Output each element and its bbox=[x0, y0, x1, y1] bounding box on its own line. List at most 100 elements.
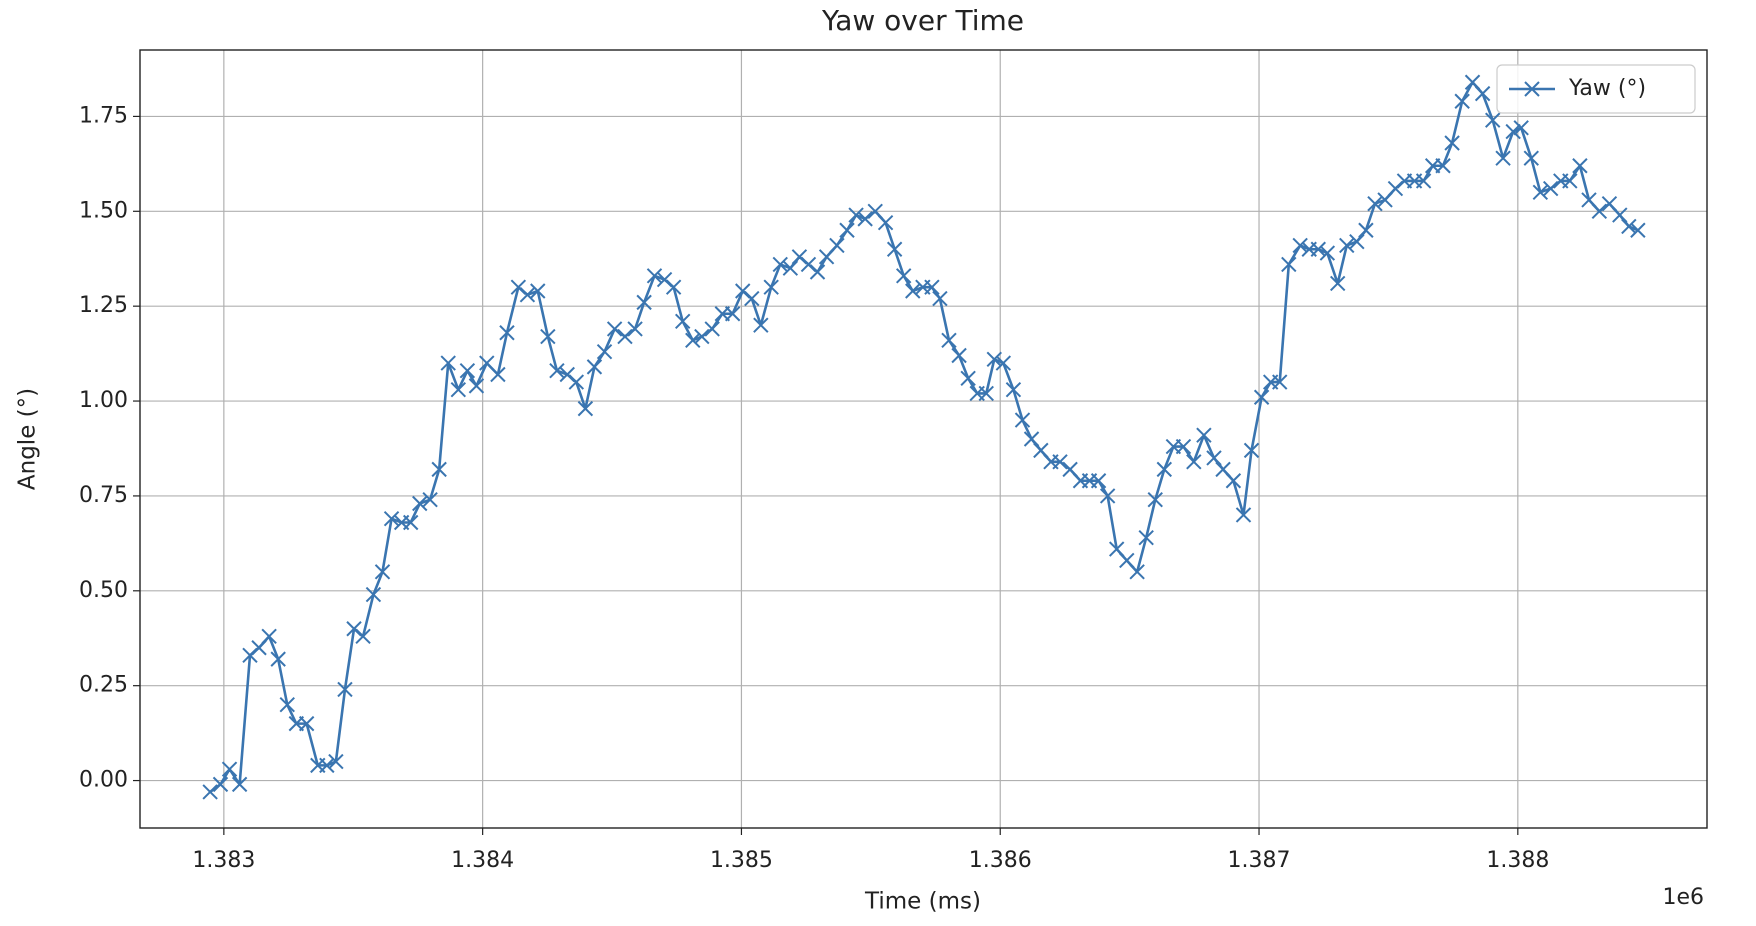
marker-stroke bbox=[479, 355, 495, 371]
marker-stroke bbox=[1591, 203, 1608, 219]
marker-stroke bbox=[1005, 381, 1022, 398]
marker-stroke bbox=[1052, 454, 1068, 470]
data-point bbox=[1349, 233, 1365, 250]
marker-stroke bbox=[1090, 473, 1107, 489]
data-point bbox=[1196, 427, 1212, 443]
data-point bbox=[1454, 93, 1470, 109]
marker-stroke bbox=[1319, 245, 1336, 261]
marker-stroke bbox=[1215, 461, 1231, 478]
marker-stroke bbox=[440, 355, 456, 371]
data-point bbox=[606, 321, 623, 337]
data-point bbox=[877, 214, 894, 231]
marker-stroke bbox=[1523, 150, 1539, 166]
data-point bbox=[1175, 438, 1192, 455]
data-point bbox=[1513, 120, 1529, 136]
marker-stroke bbox=[1292, 237, 1308, 254]
marker-stroke bbox=[941, 332, 957, 349]
marker-stroke bbox=[1367, 195, 1383, 212]
data-point bbox=[459, 362, 476, 379]
marker-stroke bbox=[1310, 241, 1326, 257]
data-point bbox=[540, 328, 556, 345]
marker-stroke bbox=[744, 290, 760, 307]
marker-stroke bbox=[665, 279, 682, 295]
data-point bbox=[1272, 374, 1288, 390]
marker-stroke bbox=[586, 359, 603, 375]
data-point bbox=[674, 313, 691, 330]
data-point bbox=[1147, 492, 1163, 508]
marker-stroke bbox=[656, 271, 673, 288]
data-point bbox=[440, 355, 456, 371]
marker-stroke bbox=[1235, 507, 1252, 523]
data-point bbox=[857, 211, 873, 227]
marker-stroke bbox=[636, 294, 652, 311]
data-point bbox=[261, 628, 277, 645]
data-point bbox=[519, 287, 536, 303]
x-offset-label: 1e6 bbox=[1662, 885, 1704, 910]
y-tick-label: 0.50 bbox=[79, 578, 128, 603]
marker-stroke bbox=[1532, 184, 1549, 201]
data-point bbox=[1387, 180, 1404, 197]
marker-stroke bbox=[568, 374, 585, 390]
marker-stroke bbox=[886, 241, 903, 257]
marker-stroke bbox=[1129, 564, 1145, 580]
data-point bbox=[1572, 158, 1588, 174]
marker-stroke bbox=[1612, 207, 1628, 223]
data-point bbox=[365, 586, 382, 603]
y-axis-label: Angle (°) bbox=[15, 388, 41, 490]
marker-stroke bbox=[499, 325, 515, 341]
marker-stroke bbox=[510, 279, 527, 295]
marker-stroke bbox=[772, 256, 788, 273]
data-point bbox=[1206, 450, 1222, 466]
marker-stroke bbox=[328, 753, 344, 770]
data-point bbox=[932, 290, 948, 307]
marker-stroke bbox=[319, 757, 335, 774]
data-point bbox=[279, 696, 295, 713]
data-point bbox=[665, 279, 682, 295]
marker-stroke bbox=[1033, 442, 1049, 459]
data-point bbox=[1542, 180, 1559, 197]
data-point bbox=[960, 370, 976, 386]
marker-stroke bbox=[1062, 461, 1078, 478]
marker-stroke bbox=[1562, 173, 1578, 189]
marker-stroke bbox=[704, 321, 720, 337]
marker-stroke bbox=[242, 647, 258, 664]
data-point bbox=[270, 651, 286, 667]
marker-stroke bbox=[1464, 74, 1481, 90]
data-point bbox=[490, 366, 506, 383]
chart-title: Yaw over Time bbox=[821, 4, 1024, 37]
marker-stroke bbox=[960, 370, 976, 386]
marker-stroke bbox=[809, 264, 826, 280]
data-point bbox=[886, 241, 903, 257]
data-point bbox=[559, 366, 575, 383]
data-point bbox=[549, 362, 565, 379]
marker-stroke bbox=[1495, 150, 1511, 166]
data-point bbox=[1474, 85, 1491, 102]
data-point bbox=[724, 306, 741, 322]
marker-stroke bbox=[337, 681, 353, 698]
data-point bbox=[1005, 381, 1022, 398]
x-tick-label: 1.385 bbox=[710, 848, 773, 873]
data-point bbox=[212, 776, 229, 793]
marker-stroke bbox=[782, 260, 799, 276]
x-tick-label: 1.383 bbox=[192, 848, 255, 873]
y-tick-label: 1.50 bbox=[79, 198, 128, 223]
marker-stroke bbox=[422, 492, 438, 508]
data-point bbox=[1495, 150, 1511, 166]
marker-stroke bbox=[627, 321, 643, 337]
marker-stroke bbox=[867, 203, 883, 219]
marker-stroke bbox=[1329, 275, 1346, 292]
data-point bbox=[1532, 184, 1549, 201]
marker-stroke bbox=[1196, 427, 1212, 443]
data-point bbox=[1023, 431, 1040, 447]
data-point bbox=[1129, 564, 1145, 580]
marker-stroke bbox=[986, 351, 1002, 368]
data-point bbox=[1281, 256, 1297, 273]
marker-stroke bbox=[231, 776, 248, 793]
data-point bbox=[1329, 275, 1346, 292]
data-point bbox=[510, 279, 527, 295]
marker-stroke bbox=[1014, 412, 1031, 428]
marker-stroke bbox=[1358, 222, 1374, 238]
marker-stroke bbox=[791, 249, 808, 265]
marker-stroke bbox=[1349, 233, 1365, 250]
